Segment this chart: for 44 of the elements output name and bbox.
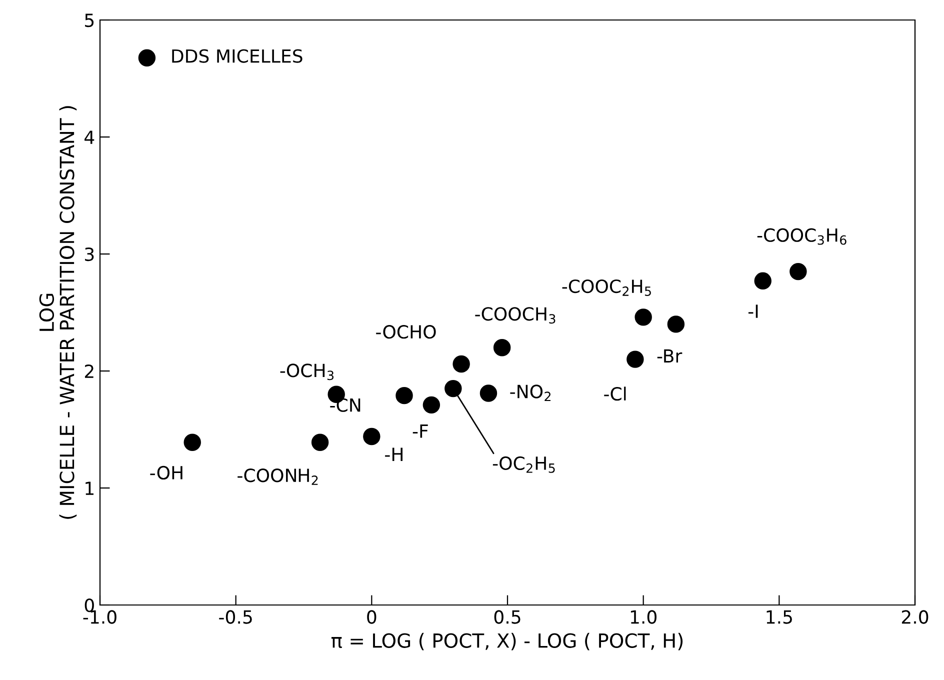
- point: [493, 338, 511, 356]
- x-tick-label: -1.0: [83, 610, 116, 624]
- annotation: -OH: [150, 466, 182, 480]
- annotation: -F: [412, 424, 428, 438]
- point: [452, 355, 470, 373]
- legend-label: DDS MICELLES: [172, 49, 302, 63]
- point: [363, 428, 380, 446]
- point: [422, 396, 440, 414]
- x-tick-label: 1.0: [630, 610, 656, 624]
- point: [444, 380, 462, 398]
- x-tick-label: 0: [367, 610, 376, 624]
- annotation: -Cl: [604, 386, 626, 401]
- annotation: -COOCH$_{3}$: [475, 307, 556, 324]
- annotation: -NO$_{2}$: [510, 384, 550, 402]
- point: [634, 308, 652, 326]
- annotation: -COOC$_{3}$H$_{6}$: [757, 228, 846, 245]
- y-tick-label: 5: [85, 14, 94, 28]
- point: [311, 434, 329, 451]
- annotation: -OC$_{2}$H$_{5}$: [492, 456, 555, 473]
- y-tick-label: 4: [84, 130, 94, 144]
- annotation: -H: [385, 448, 402, 461]
- y-axis-title: LOG ( MICELLE - WATER PARTITION CONSTANT ): [39, 106, 77, 519]
- annotation: -COONH$_{2}$: [238, 468, 318, 485]
- x-tick-label: 0.5: [494, 610, 520, 624]
- point: [790, 262, 807, 280]
- x-tick-label: 1.5: [766, 610, 792, 624]
- annotation: -Br: [657, 349, 682, 363]
- annotation: -I: [748, 304, 758, 318]
- y-tick-label: 0: [84, 598, 94, 612]
- point: [480, 384, 498, 402]
- y-tick-label: 2: [84, 364, 94, 378]
- point: [184, 434, 201, 451]
- point: [667, 316, 685, 333]
- y-tick-label: 1: [86, 482, 94, 495]
- point: [626, 350, 644, 368]
- x-tick-label: 2.0: [902, 610, 928, 624]
- x-axis-title: π = LOG ( POCT, X) - LOG ( POCT, H): [331, 632, 683, 650]
- annotation: -OCHO: [376, 325, 436, 339]
- annotation: -COOC$_{2}$H$_{5}$: [562, 279, 651, 296]
- x-tick-label: -0.5: [219, 610, 252, 624]
- point: [396, 386, 413, 404]
- point: [754, 272, 772, 290]
- y-tick-label: 3: [85, 247, 94, 262]
- annotation: -OCH$_{3}$: [280, 364, 334, 380]
